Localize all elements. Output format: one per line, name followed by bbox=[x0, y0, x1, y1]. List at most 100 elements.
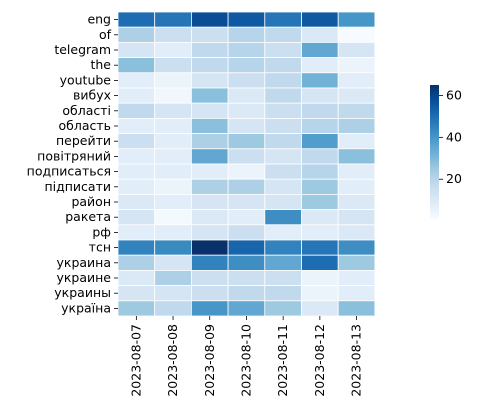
x-tick-label: 2023-08-11 bbox=[275, 324, 290, 397]
y-tick-label: of bbox=[99, 27, 112, 42]
heatmap-cell bbox=[117, 300, 156, 317]
y-tick-label: повітряний bbox=[37, 148, 111, 163]
heatmap-cell bbox=[301, 224, 339, 241]
heatmap-cell bbox=[337, 285, 376, 302]
heatmap-cell bbox=[117, 57, 156, 74]
heatmap-cell bbox=[337, 133, 376, 150]
heatmap-cell bbox=[227, 300, 266, 317]
heatmap-cell bbox=[264, 148, 302, 165]
y-tick-label: украина bbox=[57, 255, 112, 270]
heatmap-cell bbox=[154, 133, 192, 150]
heatmap-cell bbox=[190, 148, 229, 165]
heatmap-cell bbox=[190, 178, 229, 195]
y-tick-label: підписати bbox=[44, 179, 111, 194]
heatmap-cell bbox=[154, 300, 192, 317]
heatmap-cell bbox=[301, 72, 339, 89]
heatmap-cell bbox=[227, 102, 266, 119]
heatmap-cell bbox=[337, 87, 376, 104]
heatmap-cell bbox=[264, 26, 302, 43]
heatmap-cell bbox=[337, 72, 376, 89]
heatmap-cell bbox=[301, 133, 339, 150]
heatmap-cell bbox=[301, 42, 339, 59]
heatmap-cell bbox=[337, 193, 376, 210]
heatmap-cell bbox=[227, 148, 266, 165]
heatmap-cell bbox=[117, 148, 156, 165]
heatmap-cell bbox=[337, 102, 376, 119]
heatmap-cell bbox=[337, 178, 376, 195]
heatmap-cell bbox=[190, 300, 229, 317]
heatmap-cell bbox=[337, 118, 376, 135]
heatmap-cell bbox=[264, 254, 302, 271]
y-tick-label: eng bbox=[87, 12, 111, 27]
heatmap-cell bbox=[154, 224, 192, 241]
heatmap-cell bbox=[264, 300, 302, 317]
heatmap-cell bbox=[301, 118, 339, 135]
heatmap-cell bbox=[154, 87, 192, 104]
y-tick-label: україна bbox=[61, 300, 111, 315]
heatmap-cell bbox=[264, 224, 302, 241]
y-tick-label: область bbox=[58, 118, 111, 133]
heatmap-cell bbox=[227, 193, 266, 210]
heatmap-cell bbox=[117, 102, 156, 119]
heatmap-cell bbox=[117, 118, 156, 135]
heatmap-cell bbox=[154, 193, 192, 210]
heatmap-cell bbox=[117, 26, 156, 43]
heatmap-cell bbox=[264, 193, 302, 210]
x-tick-label: 2023-08-07 bbox=[128, 324, 143, 397]
heatmap-cell bbox=[190, 57, 229, 74]
heatmap-cell bbox=[117, 133, 156, 150]
heatmap-cell bbox=[190, 133, 229, 150]
heatmap-cell bbox=[117, 42, 156, 59]
heatmap-cell bbox=[301, 11, 339, 28]
heatmap-cell bbox=[337, 11, 376, 28]
heatmap-cell bbox=[117, 11, 156, 28]
heatmap-cell bbox=[337, 42, 376, 59]
heatmap-cell bbox=[301, 254, 339, 271]
heatmap-cell bbox=[301, 300, 339, 317]
heatmap-cell bbox=[190, 224, 229, 241]
heatmap-cell bbox=[227, 26, 266, 43]
heatmap-cell bbox=[117, 209, 156, 226]
heatmap-cell bbox=[227, 57, 266, 74]
heatmap-cell bbox=[227, 209, 266, 226]
heatmap-cell bbox=[227, 42, 266, 59]
heatmap-cell bbox=[117, 193, 156, 210]
y-tick-label: рф bbox=[92, 224, 111, 239]
heatmap-cell bbox=[264, 133, 302, 150]
heatmap-cell bbox=[190, 209, 229, 226]
heatmap-cell bbox=[264, 209, 302, 226]
heatmap-cell bbox=[264, 178, 302, 195]
heatmap-cell bbox=[337, 209, 376, 226]
heatmap-cell bbox=[301, 269, 339, 286]
heatmap-cell bbox=[190, 239, 229, 256]
heatmap-cell bbox=[337, 224, 376, 241]
heatmap-cell bbox=[264, 102, 302, 119]
x-tick-label: 2023-08-13 bbox=[349, 324, 364, 397]
y-tick-label: тсн bbox=[89, 240, 111, 255]
heatmap-cell bbox=[264, 57, 302, 74]
heatmap-cell bbox=[154, 285, 192, 302]
heatmap-cell bbox=[227, 163, 266, 180]
colorbar-tick-label: 40 bbox=[446, 129, 462, 144]
x-tick-label: 2023-08-08 bbox=[165, 324, 180, 397]
heatmap-cell bbox=[264, 239, 302, 256]
y-tick-label: район bbox=[71, 194, 111, 209]
heatmap-cell bbox=[264, 72, 302, 89]
heatmap-cell bbox=[154, 163, 192, 180]
heatmap-cell bbox=[117, 87, 156, 104]
heatmap-cell bbox=[190, 102, 229, 119]
heatmap-cell bbox=[301, 285, 339, 302]
y-tick-label: перейти bbox=[56, 133, 111, 148]
heatmap-cell bbox=[301, 57, 339, 74]
heatmap-cell bbox=[117, 254, 156, 271]
heatmap-cell bbox=[154, 102, 192, 119]
heatmap-cell bbox=[117, 163, 156, 180]
heatmap-cell bbox=[190, 285, 229, 302]
heatmap-cell bbox=[154, 209, 192, 226]
y-tick-label: украины bbox=[54, 285, 111, 300]
heatmap-cell bbox=[190, 269, 229, 286]
colorbar-tick-label: 20 bbox=[446, 171, 462, 186]
heatmap-cell bbox=[190, 42, 229, 59]
heatmap-cell bbox=[337, 148, 376, 165]
heatmap-cell bbox=[227, 178, 266, 195]
